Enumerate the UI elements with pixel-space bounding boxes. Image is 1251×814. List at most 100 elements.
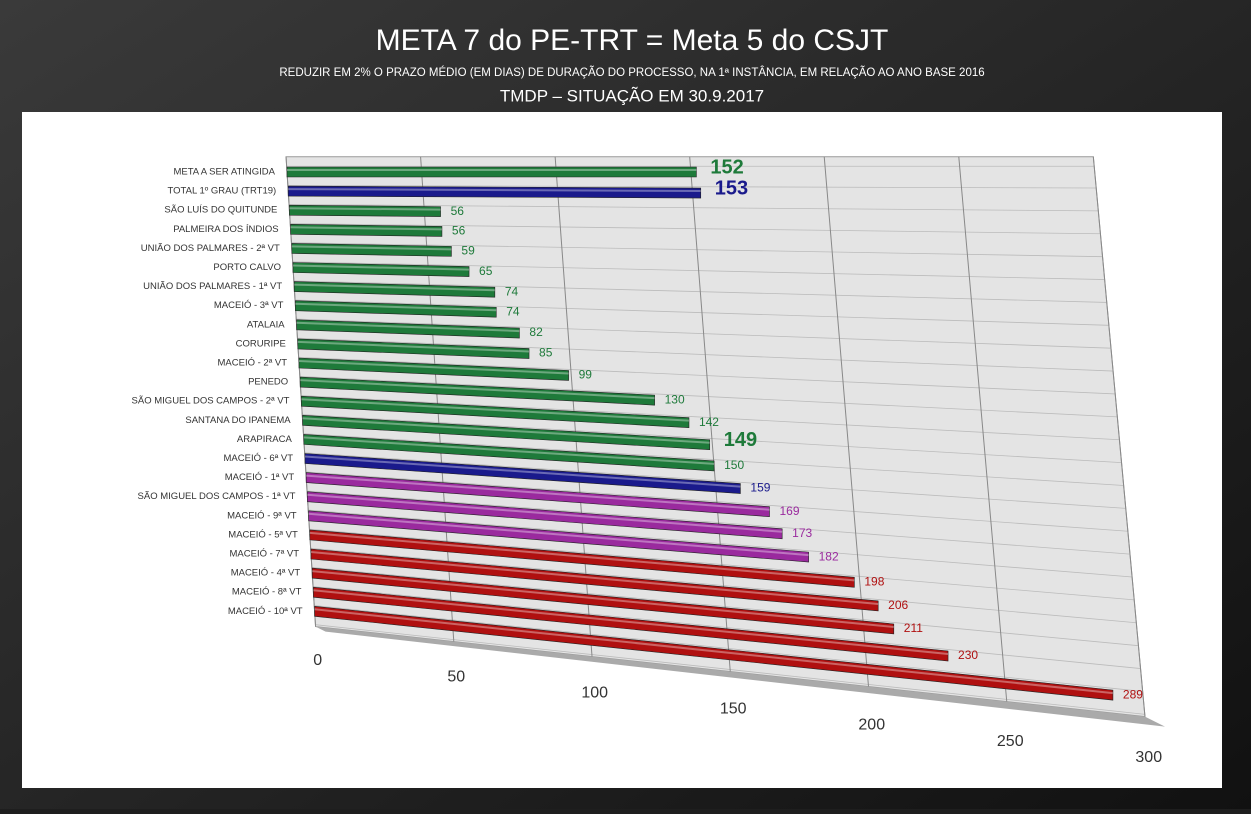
bar [297,338,530,359]
data-label: 182 [819,549,839,563]
bar-highlight [312,570,894,628]
bar [290,223,443,237]
bar-highlight [307,493,783,533]
bar-highlight [302,417,710,444]
bar [289,204,441,217]
bar [302,414,711,451]
data-label: 173 [792,526,812,540]
bar [299,376,655,406]
y-tick-label: MACEIÓ - 3ª VT [214,300,284,311]
data-label: 65 [479,264,493,278]
y-tick-label: SÃO MIGUEL DOS CAMPOS - 1ª VT [138,491,296,502]
bar [314,605,1114,701]
bar-highlight [300,379,655,400]
bar [301,395,690,429]
bar [287,185,702,199]
data-label: 159 [750,481,770,495]
bar-highlight [301,398,690,422]
bar-highlight [304,455,741,488]
x-tick-label: 200 [858,717,885,734]
x-tick-label: 250 [997,733,1024,750]
y-tick-label: MACEIÓ - 7ª VT [230,549,300,560]
data-label: 289 [1123,687,1143,701]
bar [298,357,569,381]
grid-line [554,156,593,657]
bar-highlight [310,551,879,605]
bar [308,510,809,563]
data-label: 59 [461,244,475,258]
bar [304,453,741,494]
chart-title: META 7 do PE-TRT = Meta 5 do CSJT [376,24,889,57]
y-tick-label: MACEIÓ - 9ª VT [227,510,297,521]
x-tick-label: 150 [720,701,747,718]
data-label: 230 [958,648,978,662]
bar-highlight [298,360,569,375]
y-tick-label: MACEIÓ - 8ª VT [232,587,302,598]
bar-highlight [294,283,495,292]
y-tick-label: TOTAL 1º GRAU (TRT19) [167,186,276,197]
y-tick-label: MACEIÓ - 2ª VT [218,358,288,369]
y-tick-label: ATALAIA [247,319,285,330]
y-tick-label: PORTO CALVO [213,262,281,273]
bar-highlight [290,226,442,231]
grid-line [958,156,1008,702]
bar [303,434,715,472]
grid-line [823,156,870,687]
floor [315,626,1165,727]
y-tick-label: UNIÃO DOS PALMARES - 1ª VT [143,281,282,292]
y-tick-label: SÃO MIGUEL DOS CAMPOS - 2ª VT [132,396,290,407]
bar [292,262,470,277]
bar-highlight [288,188,701,193]
y-tick-label: SANTANA DO IPANEMA [185,415,291,426]
x-tick-label: 0 [313,652,322,669]
data-label: 198 [864,575,884,589]
grid-line [1092,156,1146,717]
bar-highlight [306,474,770,511]
bar [309,529,855,588]
y-tick-label: MACEIÓ - 10ª VT [228,606,303,617]
bar-highlight [296,321,520,333]
bar-highlight [314,608,1114,695]
x-tick-label: 100 [581,684,608,701]
grid-line [420,156,455,642]
data-label: 153 [715,177,748,199]
data-label: 74 [506,304,520,318]
x-tick-label: 50 [447,668,465,685]
bar-highlight [291,245,452,251]
y-tick-label: MACEIÓ - 4ª VT [231,568,301,579]
y-tick-label: MACEIÓ - 1ª VT [225,472,295,483]
data-label: 99 [579,368,593,382]
y-tick-label: MACEIÓ - 6ª VT [224,453,294,464]
bar-highlight [308,512,809,557]
plot: 0 50 100 150 200 250 300 META A SER ATINGIDA 152… [132,156,1165,766]
x-tick-label: 300 [1135,749,1162,766]
bar [296,319,520,339]
y-tick-label: UNIÃO DOS PALMARES - 2ª VT [141,243,280,254]
bar [291,243,452,257]
data-label: 142 [699,415,719,429]
y-tick-label: CORURIPE [236,338,286,349]
y-tick-label: MACEIÓ - 5ª VT [228,529,298,540]
data-label: 152 [710,156,743,178]
data-label: 150 [724,458,744,472]
chart-subtitle: TMDP – SITUAÇÃO EM 30.9.2017 [500,86,764,105]
data-label: 206 [888,598,908,612]
bar [311,567,895,635]
data-label: 82 [529,325,543,339]
y-tick-label: SÃO LUÍS DO QUITUNDE [164,205,277,216]
y-tick-label: META A SER ATINGIDA [173,167,275,178]
y-tick-label: PALMEIRA DOS ÍNDIOS [173,224,278,235]
y-tick-label: PENEDO [248,377,288,388]
bar-highlight [295,302,497,312]
data-label: 85 [539,346,553,360]
bar-highlight [313,589,949,655]
data-label: 74 [505,284,519,298]
bar-highlight [309,531,855,582]
bar-highlight [292,264,470,271]
data-label: 130 [665,392,685,406]
grid-line [285,156,317,627]
bar-highlight [297,340,530,353]
data-label: 149 [724,429,757,451]
bar [295,300,497,318]
bar [286,166,697,178]
